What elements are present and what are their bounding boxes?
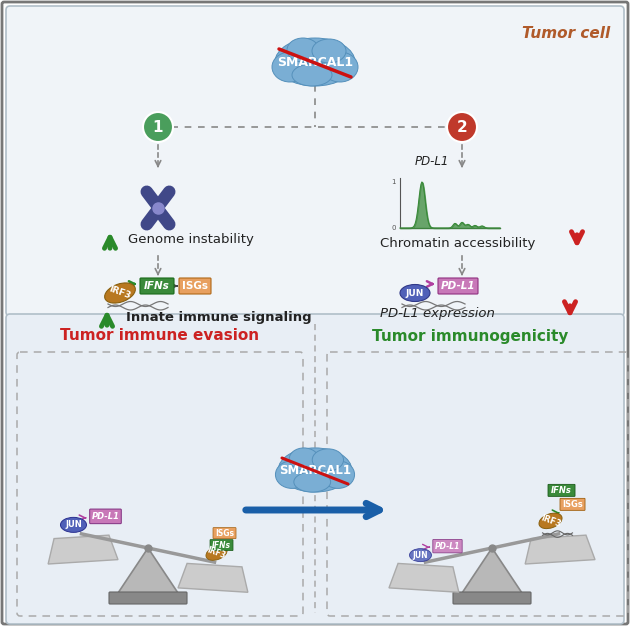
Ellipse shape — [292, 64, 332, 86]
Text: 2: 2 — [457, 120, 467, 135]
Text: ISGs: ISGs — [215, 528, 234, 538]
Polygon shape — [525, 535, 595, 564]
Circle shape — [143, 112, 173, 142]
FancyBboxPatch shape — [89, 509, 122, 524]
Polygon shape — [118, 548, 178, 593]
Ellipse shape — [206, 546, 227, 560]
Text: PD-L1: PD-L1 — [91, 512, 120, 521]
Ellipse shape — [105, 283, 135, 303]
FancyBboxPatch shape — [6, 6, 624, 316]
Ellipse shape — [287, 38, 319, 62]
Text: PD-L1 expression: PD-L1 expression — [380, 307, 495, 321]
Text: PD-L1: PD-L1 — [435, 541, 460, 551]
Text: Genome instability: Genome instability — [128, 233, 254, 247]
FancyBboxPatch shape — [453, 592, 531, 604]
Text: JUN: JUN — [65, 520, 82, 530]
Text: SMARCAL1: SMARCAL1 — [279, 464, 351, 478]
FancyBboxPatch shape — [548, 485, 575, 496]
Ellipse shape — [294, 472, 331, 492]
Text: IRF3: IRF3 — [108, 285, 132, 301]
Ellipse shape — [60, 517, 86, 532]
Text: Tumor immunogenicity: Tumor immunogenicity — [372, 329, 568, 344]
Text: IFNs: IFNs — [551, 486, 572, 495]
Text: Tumor immune evasion: Tumor immune evasion — [60, 329, 260, 344]
Polygon shape — [178, 563, 248, 592]
Text: Tumor cell: Tumor cell — [522, 26, 610, 41]
Text: 0: 0 — [391, 225, 396, 231]
FancyBboxPatch shape — [179, 278, 211, 294]
Circle shape — [447, 112, 477, 142]
FancyBboxPatch shape — [560, 498, 585, 510]
FancyBboxPatch shape — [140, 278, 174, 294]
Text: PD-L1: PD-L1 — [441, 281, 475, 291]
Ellipse shape — [275, 38, 355, 86]
Text: ISGs: ISGs — [562, 500, 583, 510]
Ellipse shape — [275, 461, 309, 488]
Text: Chromatin accessibility: Chromatin accessibility — [380, 237, 536, 250]
Text: IRF3: IRF3 — [206, 546, 227, 561]
Polygon shape — [389, 563, 459, 592]
FancyBboxPatch shape — [210, 540, 233, 551]
Ellipse shape — [312, 449, 343, 471]
Text: PD-L1: PD-L1 — [415, 155, 449, 168]
Text: 1: 1 — [391, 179, 396, 185]
Ellipse shape — [321, 461, 355, 488]
Text: ISGs: ISGs — [182, 281, 208, 291]
Polygon shape — [462, 548, 522, 593]
Text: IRF3: IRF3 — [539, 513, 562, 529]
Ellipse shape — [278, 448, 352, 492]
FancyBboxPatch shape — [109, 592, 187, 604]
Ellipse shape — [312, 39, 346, 63]
Ellipse shape — [289, 448, 319, 470]
Text: 1: 1 — [152, 120, 163, 135]
Ellipse shape — [410, 548, 432, 562]
FancyBboxPatch shape — [213, 528, 236, 538]
Text: JUN: JUN — [413, 551, 428, 560]
Text: Innate immune signaling: Innate immune signaling — [126, 310, 312, 324]
Ellipse shape — [539, 513, 562, 528]
Ellipse shape — [272, 52, 308, 82]
Ellipse shape — [322, 52, 358, 82]
Text: JUN: JUN — [406, 289, 424, 297]
FancyBboxPatch shape — [6, 314, 624, 624]
FancyBboxPatch shape — [438, 278, 478, 294]
Text: IFNs: IFNs — [144, 281, 170, 291]
Ellipse shape — [400, 284, 430, 302]
Text: SMARCAL1: SMARCAL1 — [277, 56, 353, 69]
FancyBboxPatch shape — [433, 540, 462, 553]
Polygon shape — [48, 535, 118, 564]
Text: IFNs: IFNs — [212, 541, 231, 550]
